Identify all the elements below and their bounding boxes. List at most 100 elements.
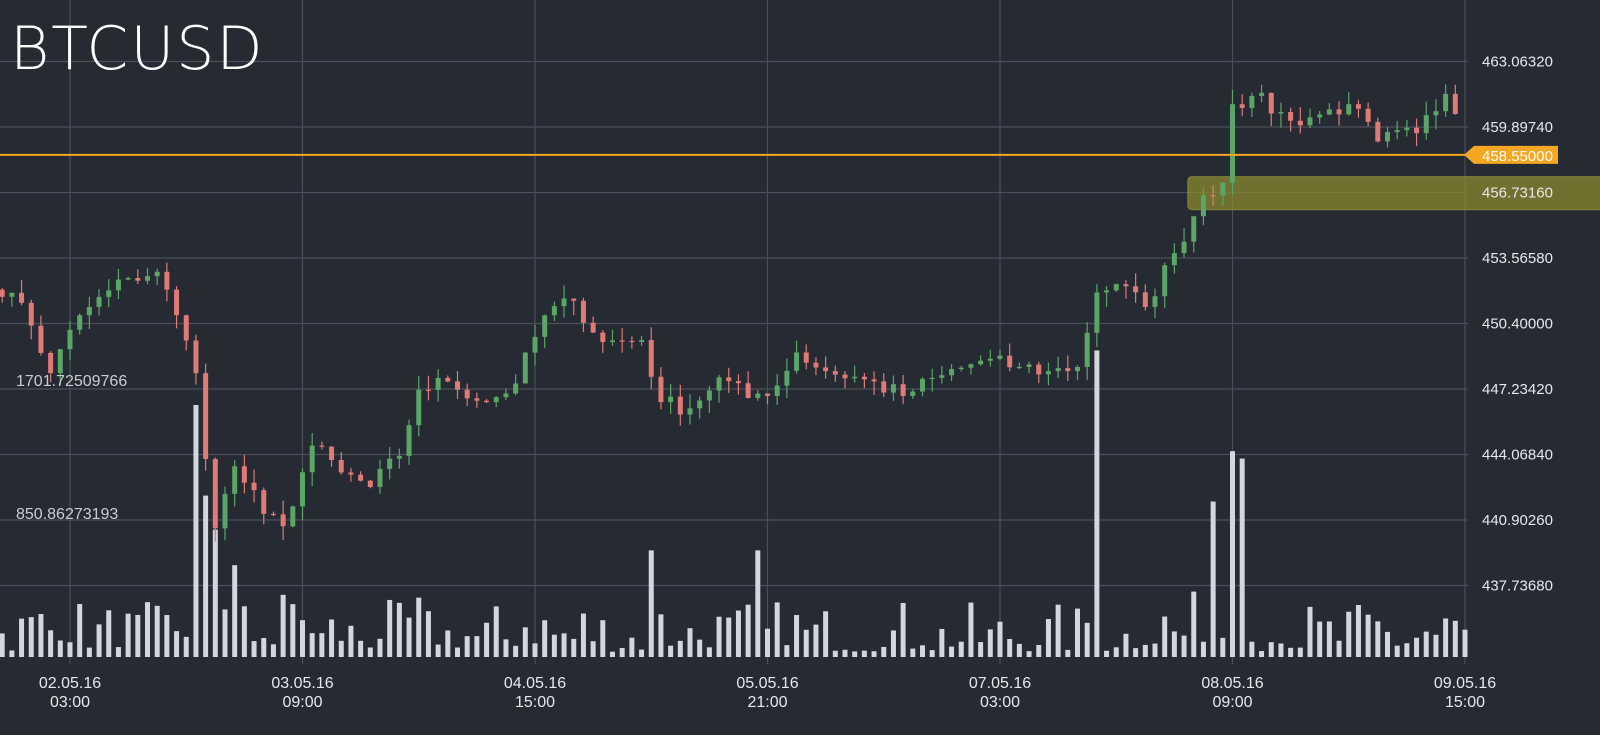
candle (367, 480, 373, 489)
volume-bar (1336, 640, 1342, 657)
candle (1094, 284, 1100, 347)
volume-bar (28, 617, 34, 657)
candle-body (900, 384, 906, 396)
price-axis: 463.06320 459.89740 456.73160 453.56580 450.… (1482, 54, 1553, 595)
candle (1239, 94, 1245, 117)
volume-bar (639, 649, 645, 657)
candle (348, 467, 354, 482)
volume-bar (1423, 631, 1429, 657)
candle-body (648, 340, 654, 377)
candle (1133, 273, 1139, 303)
volume-bar (1016, 643, 1022, 657)
volume-bar (222, 609, 228, 657)
volume-bar (735, 610, 741, 657)
volume-bar (784, 645, 790, 657)
candle (755, 390, 761, 401)
volume-bar (561, 633, 567, 657)
candle-body (1268, 92, 1274, 114)
volume-bar (648, 550, 654, 657)
candle (745, 371, 751, 399)
candle-body (687, 408, 693, 415)
candle (154, 268, 160, 286)
candle-body (1452, 93, 1458, 114)
candle-body (784, 370, 790, 386)
candle-body (803, 352, 809, 363)
candle-body (174, 289, 180, 316)
volume-bar (464, 636, 470, 657)
candle (86, 296, 92, 330)
chart-grid (0, 0, 1468, 664)
candle (387, 446, 393, 480)
volume-bar (1200, 641, 1206, 657)
candle (871, 371, 877, 395)
volume-bar (1433, 634, 1439, 657)
candle-body (493, 397, 499, 403)
candle (416, 375, 422, 437)
y-tick-label: 463.06320 (1482, 54, 1553, 71)
candle-body (241, 466, 247, 483)
candle (1075, 365, 1080, 381)
candle-body (1084, 332, 1090, 367)
candle (881, 373, 887, 398)
candle (203, 363, 209, 471)
volume-bar (57, 640, 63, 657)
volume-bar (1249, 641, 1255, 657)
candle (251, 469, 257, 503)
candle-body (1055, 368, 1061, 372)
candle-body (1414, 127, 1420, 134)
candle (716, 374, 722, 403)
candle (1220, 182, 1226, 206)
candle (920, 377, 925, 397)
candle-body (1394, 130, 1400, 133)
candle-body (532, 336, 538, 353)
volume-bar (1288, 647, 1294, 657)
candle (38, 315, 44, 356)
volume-bar (86, 647, 92, 657)
candle (997, 349, 1003, 361)
candle (1297, 107, 1303, 134)
volume-bar (174, 631, 180, 657)
candle-body (319, 445, 325, 447)
candle-body (1075, 366, 1080, 372)
y-tick-label: 437.73680 (1482, 578, 1553, 595)
candle (445, 375, 451, 383)
candle (329, 446, 335, 467)
x-tick-time: 09:00 (282, 694, 322, 711)
volume-bar (610, 651, 615, 657)
time-axis: 02.05.16 03:00 03.05.16 09:00 04.05.16 15:00 0… (39, 675, 1496, 711)
candle (67, 321, 73, 361)
candle (842, 371, 848, 389)
volume-bar (1404, 643, 1410, 657)
candle (561, 285, 567, 318)
candle-body (96, 296, 102, 307)
y-tick-label: 459.89740 (1482, 119, 1553, 136)
candle-body (823, 367, 829, 372)
volume-bar (939, 628, 945, 657)
x-tick-time: 03:00 (980, 694, 1020, 711)
candle (648, 327, 654, 390)
candle-body (677, 396, 683, 415)
candle-body (396, 455, 402, 459)
volume-bar (871, 651, 877, 657)
candle-body (1152, 296, 1158, 307)
candle (125, 276, 131, 281)
candle (1249, 92, 1255, 118)
y-tick-label: 447.23420 (1482, 381, 1553, 398)
candle (1375, 117, 1381, 143)
candle (280, 500, 286, 541)
volume-bar (493, 606, 499, 657)
volume-bar (813, 624, 819, 657)
candle (1084, 322, 1090, 380)
volume-bar (900, 602, 906, 657)
candle-body (1423, 115, 1429, 134)
volume-bar (406, 617, 412, 657)
candle (929, 368, 935, 392)
volume-bar (726, 617, 732, 657)
candle-body (871, 379, 877, 382)
candle-body (193, 340, 199, 374)
candle (1200, 187, 1206, 226)
candle (658, 366, 664, 410)
candle-body (67, 329, 73, 350)
